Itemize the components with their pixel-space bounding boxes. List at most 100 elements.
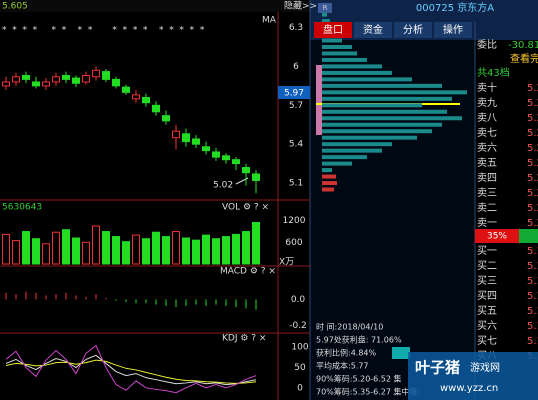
sell-price: 5.2: [527, 188, 538, 199]
tab-bg[interactable]: [354, 22, 392, 38]
chip-bar: [322, 12, 327, 17]
kdj-line: [5, 344, 257, 394]
candle-body: [152, 104, 160, 113]
candle-body: [42, 81, 50, 87]
sell-label: 卖一: [477, 217, 497, 229]
vol-bar: [72, 237, 80, 265]
sell-label: 卖六: [477, 142, 497, 154]
sell-label: 卖七: [477, 127, 497, 139]
candle-body: [252, 173, 260, 181]
chip-bar: [322, 77, 412, 82]
chip-bar: [322, 96, 452, 101]
buy-price: 5.1: [527, 306, 538, 317]
vol-bar: [112, 236, 120, 265]
chip-bar: [322, 142, 392, 147]
chip-bar: [322, 148, 382, 153]
sell-price: 5.2: [527, 203, 538, 214]
chip-bar: [322, 155, 367, 160]
tab-bg[interactable]: [434, 22, 472, 38]
chip-bar: [322, 109, 447, 114]
hide-button[interactable]: 隐藏>>: [284, 0, 317, 12]
vol-bar: [42, 243, 50, 265]
buy-label: 买三: [477, 275, 497, 287]
chip-bar: [322, 181, 337, 186]
buy-price: 5.1: [527, 336, 538, 347]
sell-price: 5.2: [527, 173, 538, 184]
kdj-tick: 0: [297, 383, 303, 393]
sell-label: 卖十: [477, 81, 497, 94]
candle-body: [142, 97, 150, 104]
ratio-bar-red: [475, 229, 519, 243]
chip-bar: [322, 51, 357, 56]
ratio-value: -30.81: [508, 40, 538, 51]
candle-body: [132, 94, 140, 100]
vol-bar: [62, 229, 70, 265]
vol-bar: [152, 231, 160, 265]
vol-label: VOL ⚙ ? ×: [222, 203, 269, 213]
candle-body: [32, 81, 40, 87]
sell-label: 卖四: [477, 172, 497, 184]
badge-bg: [318, 3, 332, 13]
vol-bar: [202, 234, 210, 265]
vol-tick: 600: [285, 238, 302, 248]
view-all[interactable]: 查看完: [510, 52, 538, 65]
ma-value: 5.605: [2, 2, 28, 12]
vol-bar: [22, 231, 30, 265]
candle-body: [92, 69, 100, 78]
badge: R: [323, 4, 328, 12]
sell-price: 5.2: [527, 98, 538, 109]
kdj-tick: 50: [294, 363, 306, 373]
tab-bg[interactable]: [394, 22, 432, 38]
vol-bar: [172, 231, 180, 265]
candle-body: [182, 133, 190, 143]
info-line: 70%筹码:5.35-6.27 集中度:: [316, 387, 420, 397]
vol-bar: [142, 238, 150, 265]
candle-body: [122, 86, 130, 93]
vol-bar: [102, 231, 110, 265]
vol-bar: [92, 225, 100, 265]
watermark-url: www.yzz.cn: [440, 383, 498, 394]
price-tick: 6: [293, 62, 299, 72]
chip-bar: [322, 19, 330, 24]
info-bar: [392, 347, 410, 359]
chip-bar: [322, 103, 422, 108]
sell-label: 卖九: [477, 97, 497, 109]
price-tick: 5.4: [289, 140, 304, 150]
chip-bar: [322, 161, 352, 166]
tab[interactable]: 分析: [403, 23, 423, 36]
tab[interactable]: 操作: [443, 23, 463, 36]
vol-bar: [242, 231, 250, 265]
current-bg: [278, 86, 310, 99]
stock-name: 000725 京东方A: [416, 1, 494, 14]
chip-bar: [322, 38, 342, 43]
macd-tick: -0.2: [289, 321, 307, 331]
ratio-percent: 35%: [487, 232, 507, 242]
chip-bar: [322, 70, 392, 75]
top-bar: [0, 0, 310, 12]
vol-header: 5630643: [2, 203, 42, 213]
vol-bar: [222, 236, 230, 265]
chip-bar: [322, 83, 442, 88]
vol-bar: [52, 231, 60, 265]
vol-bar: [12, 240, 20, 265]
sell-price: 5.2: [527, 218, 538, 229]
vol-tick: 1200: [283, 216, 306, 226]
vol-bar: [232, 233, 240, 265]
current-price: 5.97: [284, 89, 304, 99]
buy-label: 买四: [477, 290, 497, 302]
tab[interactable]: 盘口: [323, 23, 343, 36]
sell-price: 5.2: [527, 143, 538, 154]
chip-bar: [322, 129, 432, 134]
low-label: 5.02: [213, 181, 233, 191]
tab[interactable]: 资金: [363, 23, 383, 36]
tab-bg[interactable]: [314, 22, 352, 38]
buy-price: 5.1: [527, 321, 538, 332]
sell-price: 5.2: [527, 158, 538, 169]
sell-label: 卖五: [477, 157, 497, 169]
buy-price: 5.1: [527, 276, 538, 287]
vol-bar: [182, 237, 190, 265]
info-line: 5.97处获利盘: 71.06%: [316, 335, 402, 345]
candle-body: [12, 76, 20, 83]
candle-body: [212, 151, 220, 158]
